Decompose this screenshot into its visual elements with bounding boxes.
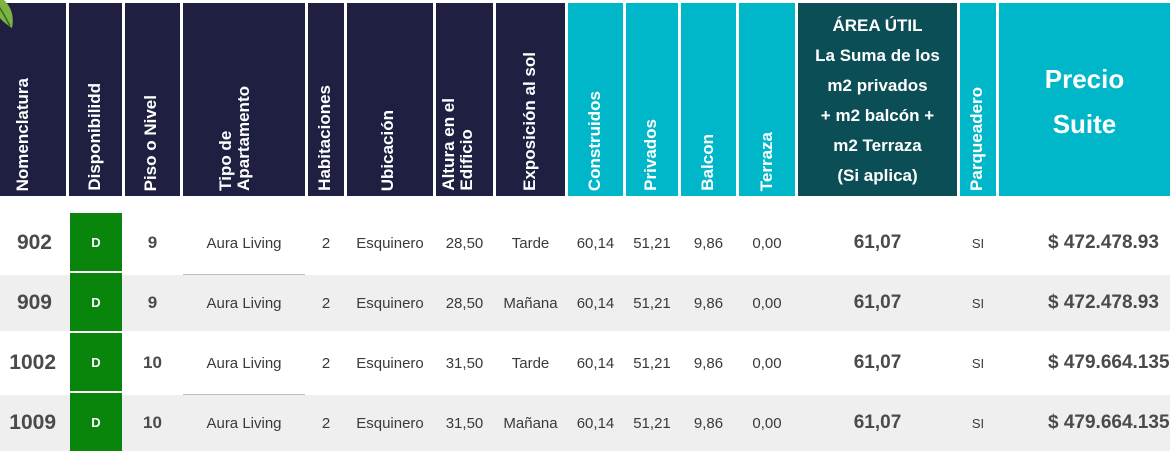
header-disponibilidad-label: Disponibilidd bbox=[85, 83, 104, 191]
precio-cell: $ 479.664.135 bbox=[1048, 352, 1170, 373]
header-tipo-label: Tipo de Apartamento bbox=[216, 86, 253, 191]
header-disponibilidad: Disponibilidd bbox=[69, 3, 122, 196]
precio-cell: $ 472.478.93 bbox=[1048, 292, 1159, 313]
header-ubicacion: Ubicación bbox=[347, 3, 433, 196]
availability-badge: D bbox=[70, 393, 122, 451]
privados-cell: 51,21 bbox=[633, 414, 671, 432]
privados-cell: 51,21 bbox=[633, 294, 671, 312]
tipo-cell: Aura Living bbox=[206, 414, 282, 432]
header-construidos: Construidos bbox=[568, 3, 623, 196]
construidos-cell: 60,14 bbox=[576, 354, 615, 372]
header-area-util: ÁREA ÚTIL La Suma de los m2 privados + m… bbox=[798, 3, 957, 196]
balcon-cell: 9,86 bbox=[693, 354, 724, 372]
construidos-cell: 60,14 bbox=[576, 234, 615, 252]
table-row: 1009 D 10 Aura Living 2 Esquinero 31,50 … bbox=[0, 393, 1170, 451]
habitaciones-cell: 2 bbox=[321, 354, 331, 372]
availability-badge: D bbox=[70, 333, 122, 391]
balcon-cell: 9,86 bbox=[693, 414, 724, 432]
table-row: 909 D 9 Aura Living 2 Esquinero 28,50 Ma… bbox=[0, 273, 1170, 331]
header-precio-label: Precio Suite bbox=[1044, 64, 1125, 139]
parqueadero-cell: SI bbox=[971, 415, 985, 431]
header-parqueadero: Parqueadero bbox=[960, 3, 996, 196]
header-balcon: Balcon bbox=[681, 3, 736, 196]
tipo-cell: Aura Living bbox=[206, 294, 282, 312]
exposicion-cell: Tarde bbox=[511, 354, 550, 372]
nomenclatura-cell: 1009 bbox=[9, 411, 56, 434]
altura-cell: 28,50 bbox=[445, 234, 484, 252]
header-balcon-label: Balcon bbox=[698, 134, 717, 191]
header-habitaciones: Habitaciones bbox=[308, 3, 344, 196]
terraza-cell: 0,00 bbox=[752, 354, 782, 372]
ubicacion-cell: Esquinero bbox=[356, 354, 424, 372]
header-piso: Piso o Nivel bbox=[125, 3, 180, 196]
exposicion-cell: Mañana bbox=[503, 414, 558, 432]
exposicion-cell: Tarde bbox=[511, 234, 550, 252]
terraza-cell: 0,00 bbox=[752, 234, 782, 252]
header-piso-label: Piso o Nivel bbox=[141, 94, 160, 191]
balcon-cell: 9,86 bbox=[693, 234, 724, 252]
habitaciones-cell: 2 bbox=[321, 414, 331, 432]
balcon-cell: 9,86 bbox=[693, 294, 724, 312]
piso-cell: 9 bbox=[147, 293, 158, 312]
availability-badge: D bbox=[70, 213, 122, 271]
area-util-cell: 61,07 bbox=[853, 352, 902, 373]
exposicion-cell: Mañana bbox=[503, 294, 558, 312]
table-row: 1002 D 10 Aura Living 2 Esquinero 31,50 … bbox=[0, 333, 1170, 391]
availability-badge: D bbox=[70, 273, 122, 331]
header-nomenclatura: Nomenclatura bbox=[0, 3, 66, 196]
header-construidos-label: Construidos bbox=[585, 90, 604, 191]
header-nomenclatura-label: Nomenclatura bbox=[13, 77, 32, 191]
precio-cell: $ 479.664.135 bbox=[1048, 412, 1170, 433]
ubicacion-cell: Esquinero bbox=[356, 294, 424, 312]
parqueadero-cell: SI bbox=[971, 235, 985, 251]
area-util-cell: 61,07 bbox=[853, 292, 902, 313]
nomenclatura-cell: 909 bbox=[16, 291, 52, 314]
precio-cell: $ 472.478.93 bbox=[1048, 232, 1159, 253]
parqueadero-cell: SI bbox=[971, 355, 985, 371]
header-altura: Altura en el Edificio bbox=[436, 3, 493, 196]
header-parqueadero-label: Parqueadero bbox=[967, 87, 986, 191]
terraza-cell: 0,00 bbox=[752, 414, 782, 432]
header-privados-label: Privados bbox=[641, 119, 660, 191]
header-habitaciones-label: Habitaciones bbox=[315, 85, 334, 191]
header-exposicion: Exposición al sol bbox=[496, 3, 565, 196]
header-altura-label: Altura en el Edificio bbox=[439, 98, 476, 191]
privados-cell: 51,21 bbox=[633, 234, 671, 252]
habitaciones-cell: 2 bbox=[321, 294, 331, 312]
piso-cell: 10 bbox=[143, 413, 162, 432]
tipo-cell: Aura Living bbox=[206, 234, 282, 252]
row-divider bbox=[183, 274, 305, 275]
leaf-decoration-icon bbox=[0, 0, 13, 28]
ubicacion-cell: Esquinero bbox=[356, 414, 424, 432]
altura-cell: 31,50 bbox=[445, 354, 484, 372]
header-precio: Precio Suite bbox=[999, 3, 1170, 196]
header-terraza-label: Terraza bbox=[757, 131, 776, 191]
area-util-cell: 61,07 bbox=[853, 232, 902, 253]
header-tipo: Tipo de Apartamento bbox=[183, 3, 305, 196]
header-ubicacion-label: Ubicación bbox=[378, 109, 397, 191]
header-terraza: Terraza bbox=[739, 3, 795, 196]
ubicacion-cell: Esquinero bbox=[356, 234, 424, 252]
terraza-cell: 0,00 bbox=[752, 294, 782, 312]
habitaciones-cell: 2 bbox=[321, 234, 331, 252]
header-exposicion-label: Exposición al sol bbox=[520, 52, 539, 191]
altura-cell: 28,50 bbox=[445, 294, 484, 312]
altura-cell: 31,50 bbox=[445, 414, 484, 432]
piso-cell: 9 bbox=[147, 233, 158, 252]
construidos-cell: 60,14 bbox=[576, 294, 615, 312]
header-area-util-label: ÁREA ÚTIL La Suma de los m2 privados + m… bbox=[815, 16, 940, 185]
piso-cell: 10 bbox=[143, 353, 162, 372]
privados-cell: 51,21 bbox=[633, 354, 671, 372]
table-row: 902 D 9 Aura Living 2 Esquinero 28,50 Ta… bbox=[0, 213, 1170, 271]
row-divider bbox=[183, 394, 305, 395]
construidos-cell: 60,14 bbox=[576, 414, 615, 432]
nomenclatura-cell: 1002 bbox=[9, 351, 56, 374]
area-util-cell: 61,07 bbox=[853, 412, 902, 433]
header-privados: Privados bbox=[626, 3, 678, 196]
parqueadero-cell: SI bbox=[971, 295, 985, 311]
nomenclatura-cell: 902 bbox=[16, 231, 52, 254]
tipo-cell: Aura Living bbox=[206, 354, 282, 372]
